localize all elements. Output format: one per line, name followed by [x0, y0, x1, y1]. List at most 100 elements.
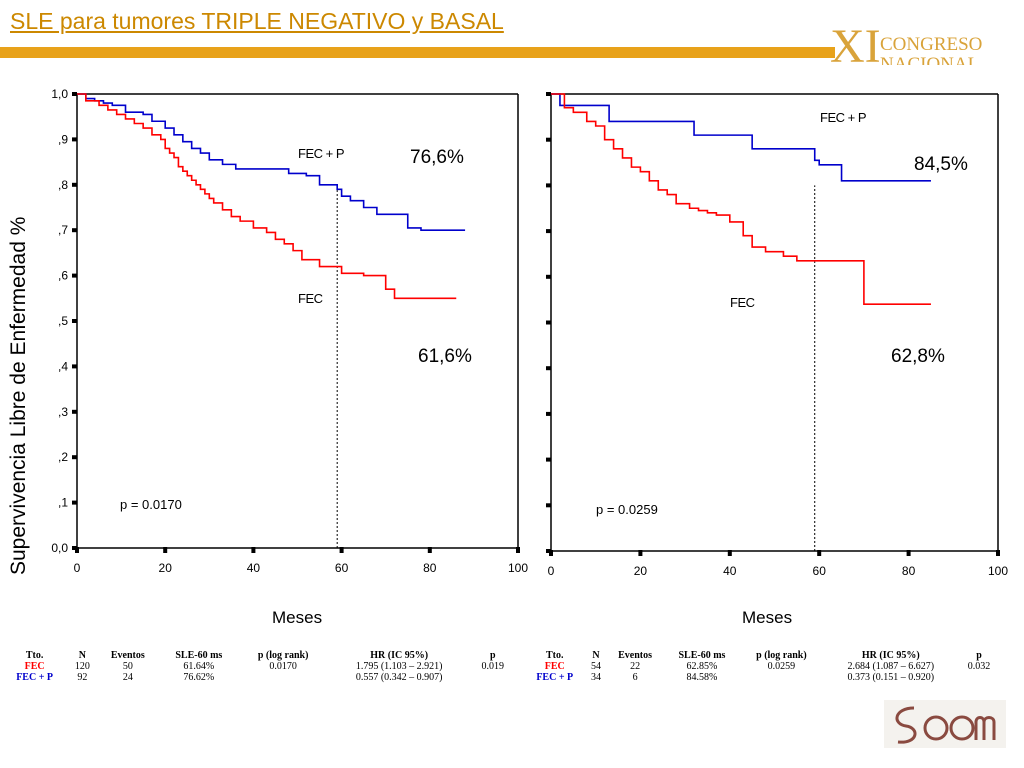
y-tick-mark	[546, 137, 551, 142]
x-tick-label: 20	[634, 564, 648, 578]
table-header-cell: N	[592, 650, 600, 661]
x-tick-mark	[427, 547, 432, 553]
table-header-row: Tto. N Eventos SLE-60 ms p (log rank) HR (IC …	[2, 650, 514, 661]
congress-numeral: XI	[830, 20, 881, 65]
series-label: FEC	[730, 295, 755, 310]
table-cell: 120	[74, 661, 90, 672]
x-tick-mark	[516, 547, 520, 553]
table-row: FEC + P 92 24 76.62% 0.557 (0.342 – 0.907)	[2, 672, 514, 683]
series-line-fec	[77, 93, 457, 300]
x-tick-label: 40	[723, 564, 737, 578]
x-tick-label: 20	[159, 561, 173, 575]
x-axis-label-left: Meses	[272, 608, 323, 627]
y-tick-label: 1,0	[51, 87, 68, 101]
y-tick-mark	[72, 455, 77, 460]
y-tick-mark	[72, 364, 77, 369]
table-cell: 24	[122, 672, 133, 683]
table-header-cell: SLE-60 ms	[678, 650, 726, 661]
table-header-cell: HR (IC 95%)	[861, 650, 920, 661]
results-table-right: Tto. N Eventos SLE-60 ms p (log rank) HR (IC …	[524, 650, 999, 683]
table-cell: 2.684 (1.087 – 6.627)	[847, 661, 935, 672]
y-tick-mark	[546, 457, 551, 462]
x-axis-label-right: Meses	[742, 608, 793, 627]
header-bar	[0, 47, 835, 58]
x-tick-label: 60	[335, 561, 349, 575]
table-cell: 62.85%	[686, 661, 718, 672]
series-percent-label: 84,5%	[914, 154, 968, 175]
table-cell: 84.58%	[686, 672, 718, 683]
table-header-cell: HR (IC 95%)	[370, 650, 429, 661]
y-tick-label: ,2	[58, 450, 68, 464]
table-row: FEC + P 34 6 84.58% 0.373 (0.151 – 0.920)	[524, 672, 999, 683]
y-tick-mark	[72, 228, 77, 233]
table-header-cell: p	[490, 650, 496, 661]
x-tick-mark	[163, 547, 168, 553]
series-line-fec	[551, 93, 931, 306]
x-tick-mark	[906, 550, 911, 556]
y-tick-mark	[72, 409, 77, 414]
table-cell	[740, 672, 822, 683]
x-tick-label: 40	[247, 561, 261, 575]
series-percent-label: 62,8%	[891, 346, 945, 367]
y-tick-mark	[72, 546, 77, 550]
table-cell: 61.64%	[183, 661, 215, 672]
results-table-left: Tto. N Eventos SLE-60 ms p (log rank) HR (IC …	[2, 650, 514, 683]
series-percent-label: 61,6%	[418, 346, 472, 367]
y-tick-mark	[72, 137, 77, 142]
y-tick-label: ,6	[58, 269, 68, 283]
p-value-label: p = 0.0259	[596, 502, 658, 517]
x-tick-label: 100	[988, 564, 1008, 578]
y-tick-mark	[546, 92, 551, 96]
table-cell: 6	[632, 672, 638, 683]
table-cell: 0.019	[481, 661, 505, 672]
table-cell	[959, 672, 999, 683]
congress-word2: NACIONAL	[880, 54, 979, 65]
table-cell: 0.557 (0.342 – 0.907)	[355, 672, 443, 683]
table-cell: FEC	[24, 661, 45, 672]
series-line-fec-p	[77, 93, 466, 231]
congress-logo: XI CONGRESO NACIONAL	[830, 20, 982, 65]
y-tick-mark	[72, 500, 77, 505]
table-cell: 34	[590, 672, 601, 683]
table-header-cell: Tto.	[25, 650, 44, 661]
y-tick-mark	[546, 183, 551, 188]
table-cell: FEC + P	[536, 672, 574, 683]
series-percent-label: 76,6%	[410, 147, 464, 168]
y-tick-mark	[546, 503, 551, 508]
x-tick-label: 60	[813, 564, 827, 578]
x-tick-mark	[817, 550, 822, 556]
y-tick-label: ,9	[58, 132, 68, 146]
p-value-label: p = 0.0170	[120, 497, 182, 512]
x-tick-mark	[638, 550, 643, 556]
table-header-cell: N	[78, 650, 86, 661]
table-cell	[240, 672, 327, 683]
table-cell: 76.62%	[183, 672, 215, 683]
y-tick-mark	[546, 366, 551, 371]
series-line-fec-p	[551, 93, 931, 182]
table-header-cell: p (log rank)	[257, 650, 309, 661]
y-tick-mark	[72, 92, 77, 96]
x-tick-label: 80	[423, 561, 437, 575]
y-tick-mark	[546, 320, 551, 325]
table-cell: FEC	[544, 661, 565, 672]
y-tick-mark	[72, 319, 77, 323]
y-tick-label: ,4	[58, 359, 68, 373]
series-label: FEC + P	[298, 146, 344, 161]
table-cell: 0.032	[967, 661, 991, 672]
y-tick-label: ,5	[58, 314, 68, 328]
table-cell: 92	[77, 672, 88, 683]
y-tick-label: ,3	[58, 405, 68, 419]
y-tick-label: ,7	[58, 223, 68, 237]
x-tick-label: 100	[508, 561, 528, 575]
table-cell: 22	[630, 661, 641, 672]
y-tick-mark	[546, 411, 551, 416]
table-row: FEC 54 22 62.85% 0.0259 2.684 (1.087 – 6.627)…	[524, 661, 999, 672]
y-tick-mark	[546, 274, 551, 279]
table-cell	[472, 672, 514, 683]
x-tick-mark	[727, 550, 732, 556]
table-cell: 0.0259	[767, 661, 796, 672]
x-tick-mark	[339, 547, 344, 553]
table-cell: 0.0170	[269, 661, 297, 672]
seom-logo	[884, 700, 1006, 748]
table-header-row: Tto. N Eventos SLE-60 ms p (log rank) HR (IC …	[524, 650, 999, 661]
